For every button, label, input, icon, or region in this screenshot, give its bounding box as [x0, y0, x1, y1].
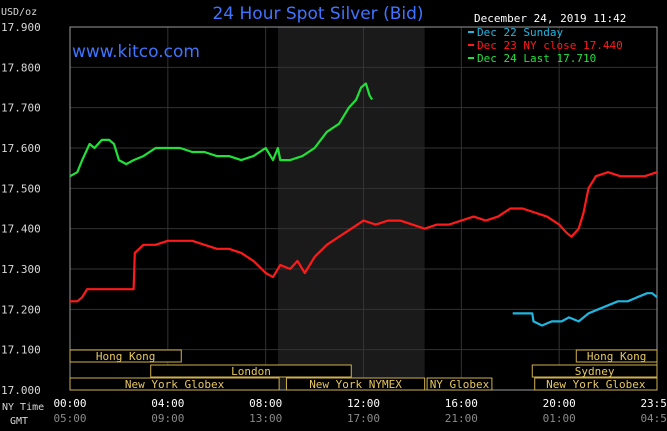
y-tick-label: 17.800 [1, 61, 41, 74]
x-tick-label-gmt: 04:59 [640, 412, 667, 425]
nymex-session-highlight [277, 27, 425, 390]
session-box [531, 364, 658, 378]
session-box [69, 377, 280, 391]
x-tick-label-ny: 20:00 [543, 397, 576, 410]
chart-title: 24 Hour Spot Silver (Bid) [212, 4, 423, 24]
y-tick-label: 17.000 [1, 384, 41, 397]
session-label: NY Globex [430, 378, 490, 391]
y-tick-label: 17.700 [1, 102, 41, 115]
x-tick-label-ny: 12:00 [347, 397, 380, 410]
y-tick-label: 17.900 [1, 21, 41, 34]
series-lines [69, 82, 658, 327]
legend-entry: Dec 24 Last 17.710 [477, 52, 596, 65]
y-tick-label: 17.600 [1, 142, 41, 155]
y-tick-label: 17.400 [1, 223, 41, 236]
gmt-label: GMT [10, 416, 28, 427]
session-box [69, 349, 182, 363]
x-tick-label-gmt: 17:00 [347, 412, 380, 425]
x-tick-label-ny: 23:59 [640, 397, 667, 410]
x-tick-label-gmt: 01:00 [543, 412, 576, 425]
y-axis-unit-label: USD/oz [1, 7, 37, 18]
x-tick-label-ny: 08:00 [249, 397, 282, 410]
session-label: New York Globex [546, 378, 646, 391]
trading-sessions: Hong Kong London New York Globex New York N… [69, 349, 658, 391]
session-label: London [231, 365, 271, 378]
y-tick-label: 17.300 [1, 263, 41, 276]
date-time-label: December 24, 2019 11:42 [474, 12, 626, 25]
x-tick-label-gmt: 21:00 [445, 412, 478, 425]
session-label: Hong Kong [96, 350, 156, 363]
x-tick-label-ny: 16:00 [445, 397, 478, 410]
x-tick-label-gmt: 09:00 [151, 412, 184, 425]
kitco-watermark: www.kitco.com [72, 42, 200, 62]
session-box [575, 349, 658, 363]
session-box [426, 377, 493, 391]
y-tick-label: 17.500 [1, 182, 41, 195]
y-tick-labels: 17.900 17.800 17.700 17.600 17.500 17.400 17.3… [1, 21, 41, 397]
y-tick-label: 17.100 [1, 344, 41, 357]
session-box [150, 364, 352, 378]
legend-entry: Dec 22 Sunday [477, 26, 563, 39]
ny-time-label: NY Time [2, 402, 44, 413]
y-tick-label: 17.200 [1, 303, 41, 316]
session-label: Sydney [575, 365, 615, 378]
legend-entry: Dec 23 NY close 17.440 [477, 39, 623, 52]
session-box [534, 377, 658, 391]
series-line-dec-22 [512, 292, 658, 327]
x-tick-labels: 00:00 05:00 04:00 09:00 08:00 13:00 12:00 17:00… [53, 397, 667, 425]
x-tick-label-gmt: 13:00 [249, 412, 282, 425]
x-tick-label-ny: 04:00 [151, 397, 184, 410]
session-box [285, 377, 426, 391]
x-tick-label-ny: 00:00 [53, 397, 86, 410]
session-label: Hong Kong [587, 350, 647, 363]
x-tick-label-gmt: 05:00 [53, 412, 86, 425]
session-label: New York NYMEX [309, 378, 402, 391]
series-line-dec-23 [70, 171, 658, 303]
series-line-dec-24 [69, 82, 374, 178]
session-label: New York Globex [125, 378, 225, 391]
